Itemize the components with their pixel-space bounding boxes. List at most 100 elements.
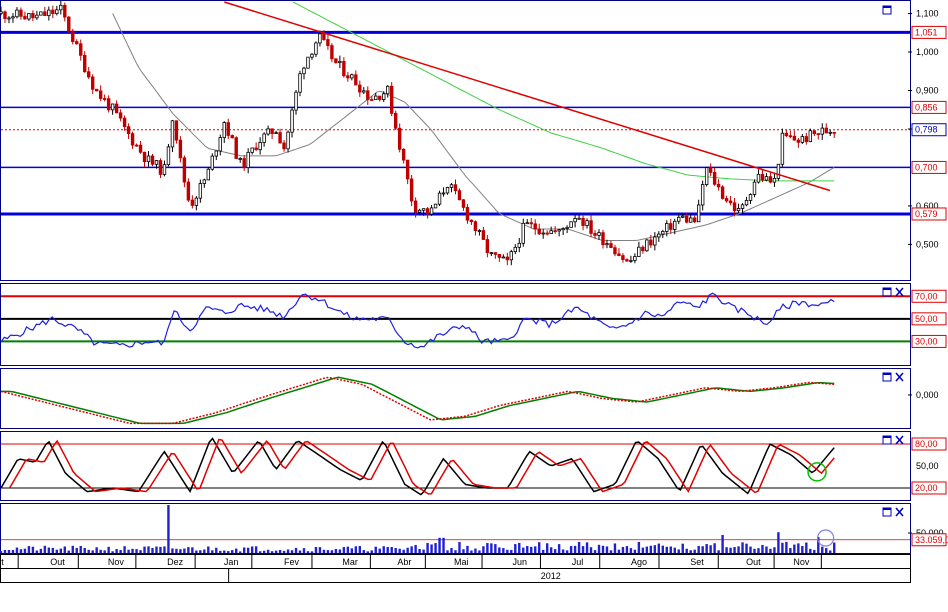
volume-bar	[27, 546, 31, 553]
volume-bar	[665, 546, 668, 553]
candle-body	[816, 133, 820, 135]
moving-averages	[112, 1, 835, 241]
volume-bar	[514, 544, 517, 553]
volume-bar	[51, 547, 55, 553]
panel-controls	[882, 5, 892, 15]
candle-body	[270, 128, 274, 135]
candle-body	[601, 232, 605, 246]
volume-bar	[11, 549, 15, 553]
candle-body	[756, 173, 761, 183]
candle-body	[202, 179, 207, 184]
month-label: Ago	[631, 557, 647, 567]
candle-body	[310, 53, 314, 58]
candle-body	[489, 252, 494, 255]
volume-bar	[434, 543, 437, 553]
candle-body	[393, 112, 398, 129]
candle-body	[469, 219, 474, 223]
candle-body	[549, 230, 553, 235]
candle-body	[700, 184, 705, 206]
volume-bar	[725, 547, 728, 553]
volume-bar	[394, 547, 397, 553]
candle-body	[218, 137, 222, 152]
candle-body	[214, 150, 218, 157]
volume-bar	[817, 537, 820, 553]
volume-bar	[314, 547, 318, 553]
volume-bar	[458, 542, 461, 553]
candle-body	[362, 90, 366, 93]
rsi-line	[0, 292, 835, 349]
volume-bar	[498, 547, 501, 553]
candle-body	[114, 103, 119, 114]
macd-signal-line	[1, 376, 835, 425]
price-tick-label: 0,500	[916, 239, 939, 249]
month-label: Mai	[454, 557, 469, 567]
candle-body	[210, 155, 214, 170]
volume-bar	[95, 547, 98, 553]
volume-bar	[250, 546, 254, 553]
candle-body	[55, 9, 59, 15]
volume-bar	[641, 547, 645, 553]
candle-body	[405, 159, 410, 180]
candle-body	[278, 132, 282, 144]
candle-body	[617, 253, 621, 256]
volume-bar	[753, 548, 756, 553]
volume-bar	[733, 547, 736, 553]
volume-bar	[522, 547, 525, 553]
stochastic-panel-frame	[0, 431, 911, 501]
volume-bar	[422, 549, 425, 553]
volume-bar	[466, 545, 469, 553]
candle-body	[374, 95, 378, 101]
candle-body	[425, 208, 430, 215]
candle-body	[230, 135, 234, 139]
volume-bar	[362, 550, 365, 553]
candle-body	[382, 93, 386, 100]
volume-bar	[685, 548, 688, 553]
candle-body	[110, 103, 115, 111]
price-tick-label: 0,600	[916, 201, 939, 211]
volume-bar	[278, 549, 282, 553]
candle-body	[118, 112, 123, 119]
stoch-d-line	[8, 438, 835, 495]
volume-bar	[330, 550, 334, 553]
volume-bar	[765, 546, 768, 553]
volume-bar	[298, 550, 302, 553]
candle-body	[386, 85, 390, 95]
volume-bar	[47, 547, 51, 553]
candle-body	[685, 215, 689, 223]
candle-body	[370, 99, 374, 101]
volume-bar	[470, 550, 473, 553]
candle-body	[286, 131, 290, 150]
candle-body	[146, 155, 151, 163]
candle-body	[537, 228, 541, 235]
volume-bar	[143, 546, 146, 553]
volume-bar	[334, 548, 338, 553]
candle-body	[481, 230, 486, 240]
candle-body	[433, 203, 438, 209]
candle-body	[19, 9, 23, 17]
volume-bar	[374, 546, 377, 553]
candle-body	[453, 184, 458, 192]
volume-bar	[737, 546, 740, 553]
volume-bar	[777, 532, 780, 553]
volume-bar	[797, 543, 800, 553]
candle-body	[569, 221, 573, 228]
candle-body	[413, 200, 418, 213]
volume-bar	[378, 548, 381, 553]
candle-body	[126, 126, 131, 135]
price-level-label-box	[911, 25, 947, 39]
volume-bar	[805, 542, 808, 553]
candle-body	[641, 246, 645, 252]
candle-body	[194, 197, 199, 206]
volume-bar	[785, 541, 788, 553]
volume-bar	[781, 542, 784, 553]
ma-short-line	[112, 13, 835, 241]
volume-bar	[147, 546, 150, 553]
volume-bar	[693, 549, 696, 553]
volume-bar	[490, 543, 493, 553]
volume-bar	[19, 549, 23, 553]
volume-bar	[31, 546, 35, 553]
volume-bar	[207, 546, 210, 553]
candle-body	[509, 251, 514, 261]
volume-bar	[825, 548, 828, 553]
